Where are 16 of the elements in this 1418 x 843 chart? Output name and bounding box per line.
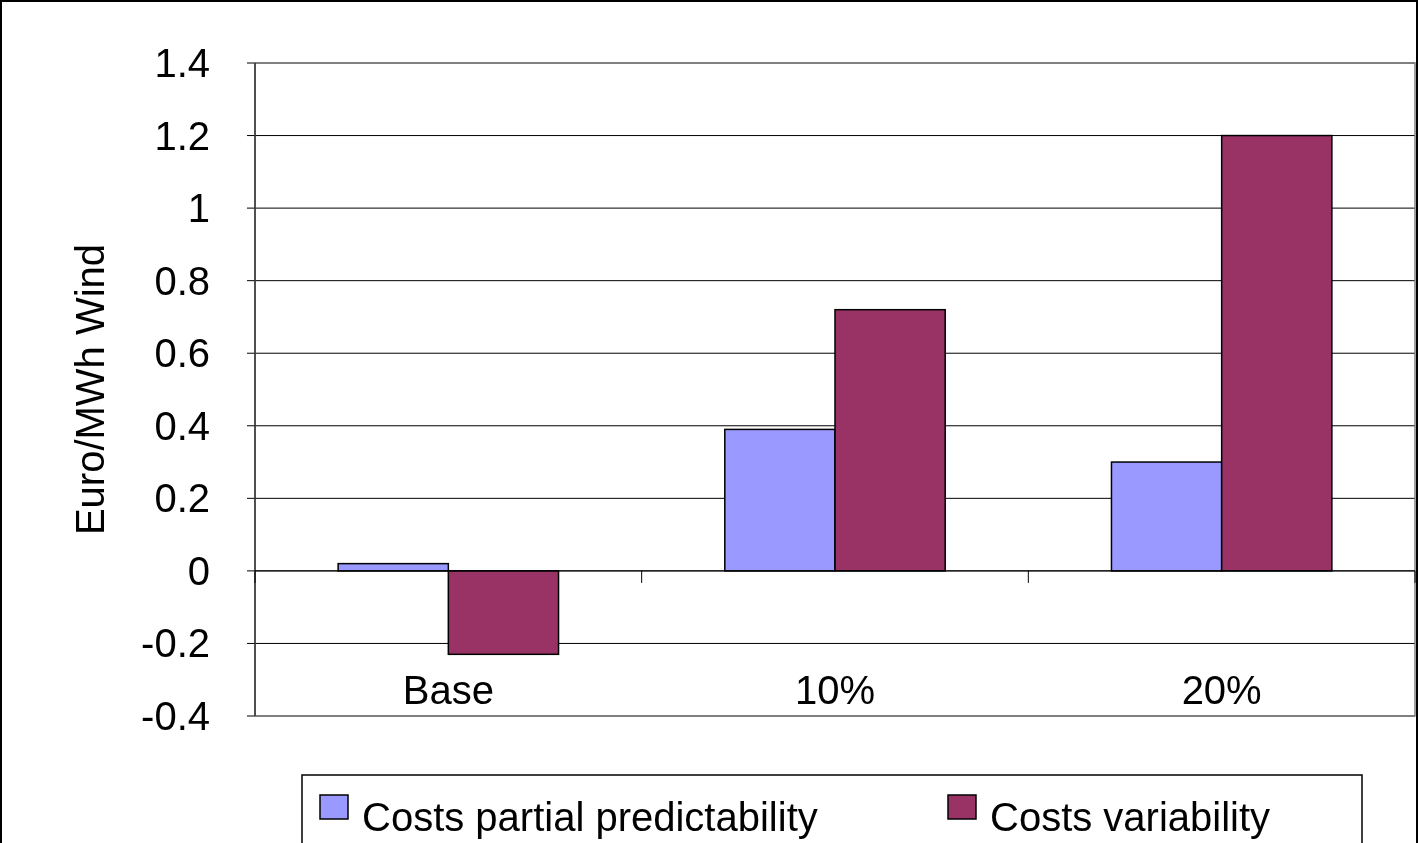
legend-label: Costs partial predictability [362,795,818,839]
y-tick-label: 0 [187,548,210,593]
x-tick-label: Base [402,668,494,712]
y-tick-label: 0.2 [154,476,210,521]
y-tick-label: -0.2 [141,621,210,666]
y-tick-label: 1.4 [154,41,210,85]
x-tick-label: 20% [1181,668,1262,712]
y-tick-label: -0.4 [141,694,210,738]
x-tick-label: 10% [794,668,876,712]
y-tick-label: 0.4 [154,403,210,448]
y-axis-title: Euro/MWh Wind [68,243,112,536]
y-tick-label: 0.8 [154,258,210,303]
y-tick-label: 1.2 [154,113,210,158]
y-tick-label: 1 [187,186,210,231]
legend-label: Costs variability [990,795,1271,839]
y-tick-label: 0.6 [154,331,210,376]
